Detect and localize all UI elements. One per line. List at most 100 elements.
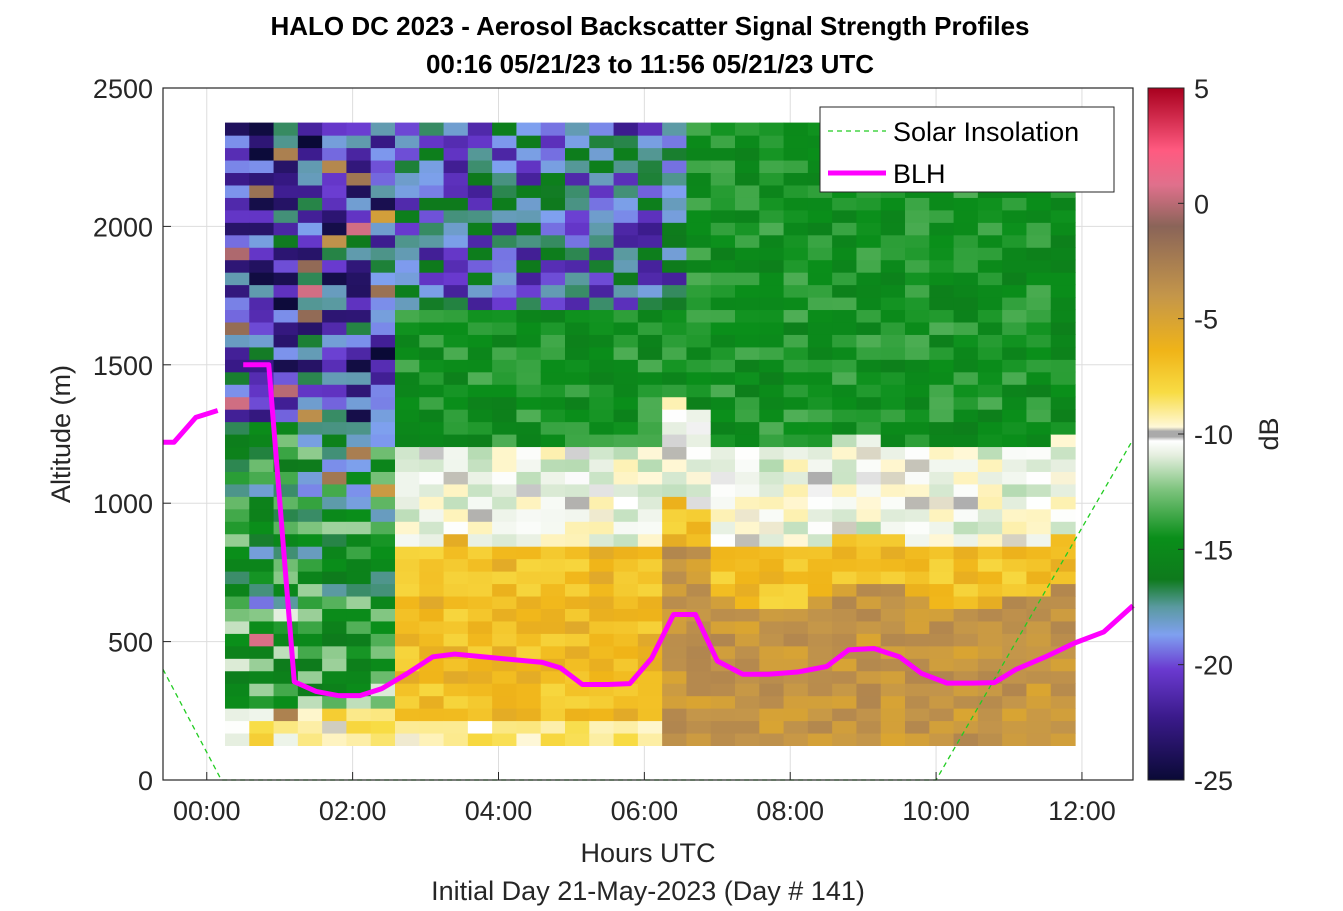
heatmap-cell [322, 695, 348, 709]
heatmap-cell [346, 608, 372, 622]
heatmap-cell [832, 259, 858, 273]
heatmap-cell [297, 309, 323, 323]
heatmap-cell [710, 533, 736, 547]
heatmap-cell [1050, 247, 1076, 261]
heatmap-cell [856, 583, 882, 597]
heatmap-cell [880, 272, 906, 286]
heatmap-cell [516, 259, 542, 273]
heatmap-cell [662, 483, 688, 497]
heatmap-cell [929, 595, 955, 609]
heatmap-cell [540, 296, 566, 311]
heatmap-cell [759, 571, 785, 585]
heatmap-cell [467, 620, 493, 634]
heatmap-cell [467, 708, 493, 722]
heatmap-cell [783, 122, 809, 136]
heatmap-cell [686, 558, 712, 572]
heatmap-cell [370, 409, 396, 423]
heatmap-cell [686, 321, 712, 335]
heatmap-cell [783, 496, 809, 510]
heatmap-cell [273, 384, 299, 398]
heatmap-cell [297, 670, 323, 684]
heatmap-cell [297, 346, 323, 360]
heatmap-cell [662, 658, 688, 672]
heatmap-cell [322, 571, 348, 585]
heatmap-cell [589, 546, 615, 560]
heatmap-cell [492, 571, 518, 585]
heatmap-cell [662, 471, 688, 485]
heatmap-cell [1026, 434, 1052, 448]
heatmap-cell [807, 732, 833, 746]
heatmap-cell [613, 409, 639, 423]
heatmap-cell [662, 533, 688, 547]
heatmap-cell [322, 321, 348, 335]
heatmap-cell [637, 346, 663, 360]
heatmap-cell [832, 558, 858, 572]
heatmap-cell [783, 633, 809, 647]
heatmap-cell [783, 222, 809, 236]
heatmap-cell [929, 396, 955, 410]
heatmap-cell [1026, 234, 1052, 248]
heatmap-cell [880, 608, 906, 622]
heatmap-cell [346, 620, 372, 634]
heatmap-cell [540, 695, 566, 709]
heatmap-cell [297, 247, 323, 261]
heatmap-cell [1002, 409, 1028, 423]
heatmap-cell [492, 222, 518, 236]
heatmap-cell [394, 259, 420, 273]
heatmap-cell [394, 732, 420, 746]
heatmap-cell [273, 521, 299, 535]
heatmap-cell [929, 508, 955, 522]
heatmap-cell [856, 608, 882, 622]
heatmap-cell [807, 521, 833, 535]
heatmap-cell [540, 421, 566, 435]
heatmap-cell [467, 558, 493, 572]
heatmap-cell [613, 247, 639, 261]
heatmap-cell [540, 446, 566, 460]
line-series [162, 362, 1135, 781]
heatmap-cell [880, 359, 906, 373]
heatmap-cell [589, 695, 615, 709]
heatmap-cell [759, 197, 785, 211]
heatmap-cell [953, 583, 979, 597]
heatmap-cell [953, 496, 979, 510]
heatmap-cell [322, 259, 348, 273]
heatmap-cell [759, 284, 785, 298]
heatmap-cell [856, 234, 882, 248]
heatmap-cell [662, 633, 688, 647]
heatmap-cell [929, 732, 955, 746]
heatmap-cell [807, 483, 833, 497]
heatmap-cell [929, 309, 955, 323]
heatmap-cell [783, 571, 809, 585]
heatmap-cell [249, 683, 275, 697]
heatmap-cell [1050, 396, 1076, 410]
heatmap-cell [710, 571, 736, 585]
heatmap-cell [807, 321, 833, 335]
heatmap-cell [1026, 409, 1052, 423]
heatmap-cell [783, 508, 809, 522]
heatmap-cell [565, 508, 590, 522]
heatmap-cell [783, 159, 809, 174]
heatmap-cell [492, 521, 518, 535]
heatmap-cell [540, 197, 566, 211]
heatmap-cell [249, 334, 275, 348]
heatmap-cell [807, 296, 833, 311]
heatmap-cell [637, 583, 663, 597]
heatmap-cell [759, 147, 785, 161]
heatmap-cell [370, 147, 396, 161]
heatmap-cell [224, 533, 250, 547]
heatmap-cell [370, 396, 396, 410]
heatmap-cell [273, 122, 299, 136]
heatmap-cell [977, 583, 1003, 597]
heatmap-cell [589, 571, 615, 585]
heatmap-cell [394, 284, 420, 298]
heatmap-cell [1050, 371, 1076, 385]
heatmap-cell [249, 533, 275, 547]
heatmap-cell [394, 695, 420, 709]
heatmap-cell [783, 184, 809, 198]
heatmap-cell [953, 571, 979, 585]
heatmap-cell [297, 695, 323, 709]
heatmap-cell [1050, 409, 1076, 423]
heatmap-cell [710, 296, 736, 311]
heatmap-cell [929, 284, 955, 298]
heatmap-cell [322, 384, 348, 398]
